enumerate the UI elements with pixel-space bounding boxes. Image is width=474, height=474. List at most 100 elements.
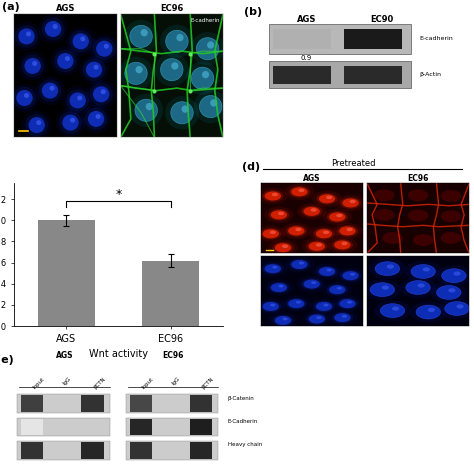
Ellipse shape <box>410 301 447 322</box>
Ellipse shape <box>282 223 311 239</box>
Ellipse shape <box>90 34 119 63</box>
Ellipse shape <box>316 229 332 238</box>
Ellipse shape <box>328 237 357 253</box>
Ellipse shape <box>86 62 102 78</box>
Ellipse shape <box>313 228 335 240</box>
Ellipse shape <box>342 271 359 280</box>
Title: EC96: EC96 <box>162 351 183 360</box>
Ellipse shape <box>16 90 33 106</box>
Ellipse shape <box>323 230 329 234</box>
Ellipse shape <box>262 190 283 202</box>
Ellipse shape <box>313 301 335 312</box>
Ellipse shape <box>86 80 116 109</box>
Ellipse shape <box>51 46 80 75</box>
Ellipse shape <box>337 225 358 237</box>
FancyBboxPatch shape <box>344 66 402 84</box>
Ellipse shape <box>194 90 228 123</box>
Ellipse shape <box>323 304 328 307</box>
Ellipse shape <box>196 37 219 60</box>
Ellipse shape <box>316 265 337 277</box>
Ellipse shape <box>327 211 348 223</box>
Ellipse shape <box>303 207 320 216</box>
Ellipse shape <box>445 301 469 316</box>
Ellipse shape <box>32 61 37 66</box>
Ellipse shape <box>24 93 29 98</box>
FancyBboxPatch shape <box>21 419 43 435</box>
Ellipse shape <box>13 87 36 109</box>
Ellipse shape <box>374 300 411 321</box>
FancyBboxPatch shape <box>269 61 411 88</box>
Ellipse shape <box>332 239 353 251</box>
Ellipse shape <box>297 276 327 292</box>
FancyBboxPatch shape <box>344 29 402 49</box>
Ellipse shape <box>405 261 442 282</box>
Ellipse shape <box>28 117 45 133</box>
Ellipse shape <box>319 267 335 276</box>
Title: AGS: AGS <box>303 173 320 182</box>
Ellipse shape <box>316 302 332 311</box>
Ellipse shape <box>299 189 304 192</box>
Ellipse shape <box>299 262 304 264</box>
Ellipse shape <box>316 243 322 246</box>
Ellipse shape <box>191 32 225 65</box>
Ellipse shape <box>342 315 347 318</box>
Ellipse shape <box>264 279 294 296</box>
Text: E-cadherin: E-cadherin <box>191 18 220 23</box>
Ellipse shape <box>54 50 77 72</box>
Ellipse shape <box>270 230 276 234</box>
Ellipse shape <box>349 200 356 203</box>
Ellipse shape <box>271 210 287 219</box>
Ellipse shape <box>53 24 58 29</box>
Ellipse shape <box>258 261 288 277</box>
Ellipse shape <box>35 76 65 105</box>
Ellipse shape <box>387 264 394 269</box>
Ellipse shape <box>96 114 100 119</box>
Ellipse shape <box>312 191 342 207</box>
Text: IgG: IgG <box>63 376 73 386</box>
Ellipse shape <box>310 208 317 212</box>
Ellipse shape <box>297 203 327 219</box>
Ellipse shape <box>441 232 461 244</box>
Ellipse shape <box>332 312 353 324</box>
Ellipse shape <box>296 301 301 304</box>
Ellipse shape <box>161 59 183 81</box>
Ellipse shape <box>15 25 38 47</box>
FancyBboxPatch shape <box>269 24 411 54</box>
Ellipse shape <box>291 187 308 196</box>
Ellipse shape <box>36 120 41 125</box>
Ellipse shape <box>285 183 314 200</box>
Ellipse shape <box>309 298 339 315</box>
Ellipse shape <box>312 263 342 280</box>
Ellipse shape <box>207 41 214 49</box>
FancyBboxPatch shape <box>273 29 331 49</box>
Text: (b): (b) <box>244 7 262 17</box>
Ellipse shape <box>337 287 342 290</box>
Ellipse shape <box>309 314 325 324</box>
Ellipse shape <box>339 299 356 308</box>
Ellipse shape <box>56 108 85 137</box>
Ellipse shape <box>264 264 281 273</box>
Ellipse shape <box>59 111 82 134</box>
Ellipse shape <box>301 205 322 217</box>
Ellipse shape <box>441 190 461 202</box>
Ellipse shape <box>369 258 406 279</box>
Ellipse shape <box>382 285 389 290</box>
Ellipse shape <box>322 282 352 298</box>
Ellipse shape <box>306 313 328 325</box>
Text: *: * <box>116 188 122 201</box>
FancyBboxPatch shape <box>17 441 109 459</box>
Ellipse shape <box>176 34 183 41</box>
Ellipse shape <box>334 240 351 249</box>
Ellipse shape <box>286 298 307 310</box>
FancyBboxPatch shape <box>21 395 43 412</box>
Title: AGS: AGS <box>55 351 73 360</box>
Title: AGS: AGS <box>55 4 75 13</box>
Ellipse shape <box>12 22 41 51</box>
Ellipse shape <box>442 269 466 283</box>
Ellipse shape <box>334 313 351 322</box>
Title: EC96: EC96 <box>408 173 429 182</box>
Bar <box>142 261 200 326</box>
Ellipse shape <box>93 37 116 60</box>
Text: Input: Input <box>32 376 46 390</box>
Text: βCTN: βCTN <box>201 376 215 390</box>
